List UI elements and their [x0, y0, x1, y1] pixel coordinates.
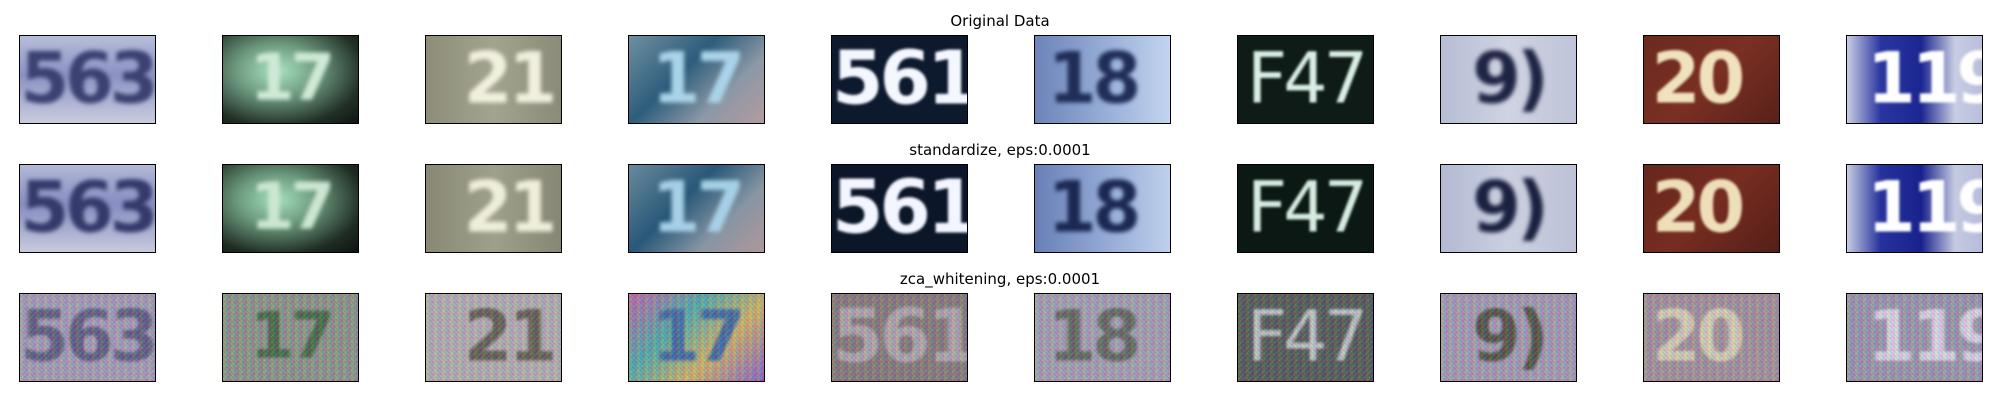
digit-glyph: 563: [20, 165, 155, 248]
digit-glyph: 17: [249, 41, 335, 116]
image-tile: F47: [1237, 293, 1374, 382]
digit-glyph: 9): [1472, 294, 1549, 377]
image-tile: 17: [628, 35, 765, 124]
digit-glyph: F47: [1246, 165, 1368, 248]
image-tile: 18: [1034, 164, 1171, 253]
digit-glyph: F47: [1246, 36, 1368, 119]
image-tile: 561: [831, 35, 968, 124]
digit-glyph: 119: [1867, 294, 1982, 377]
digit-glyph: 561: [832, 164, 968, 250]
digit-glyph: 563: [20, 294, 155, 377]
digit-glyph: 119: [1867, 36, 1982, 119]
image-tile: 9): [1440, 164, 1577, 253]
image-tile: 563: [19, 35, 156, 124]
image-tile: 18: [1034, 293, 1171, 382]
digit-glyph: 17: [651, 165, 745, 248]
image-tile: 17: [222, 35, 359, 124]
image-tile: 17: [628, 164, 765, 253]
digit-glyph: 21: [463, 165, 557, 248]
digit-glyph: 561: [832, 293, 968, 379]
digit-glyph: 18: [1047, 36, 1141, 119]
image-tile: 119: [1846, 164, 1983, 253]
row-title-original: Original Data: [950, 12, 1050, 30]
image-tile: 9): [1440, 35, 1577, 124]
digit-glyph: 17: [651, 36, 745, 119]
digit-glyph: 9): [1472, 165, 1549, 248]
image-tile: 563: [19, 164, 156, 253]
image-tile: 20: [1643, 164, 1780, 253]
image-tile: F47: [1237, 35, 1374, 124]
digit-glyph: F47: [1246, 294, 1368, 377]
image-tile: F47: [1237, 164, 1374, 253]
image-tile: 563: [19, 293, 156, 382]
row-title-zca: zca_whitening, eps:0.0001: [899, 270, 1101, 288]
image-tile: 20: [1643, 35, 1780, 124]
image-tile: 21: [425, 293, 562, 382]
image-tile: 119: [1846, 293, 1983, 382]
image-tile: 18: [1034, 35, 1171, 124]
digit-glyph: 561: [832, 35, 968, 121]
image-tile: 17: [222, 293, 359, 382]
image-tile: 9): [1440, 293, 1577, 382]
digit-glyph: 563: [20, 36, 155, 119]
row-title-standardize: standardize, eps:0.0001: [909, 141, 1091, 159]
digit-glyph: 20: [1651, 165, 1745, 248]
image-tile: 21: [425, 35, 562, 124]
digit-glyph: 17: [249, 299, 335, 374]
digit-glyph: 17: [249, 170, 335, 245]
digit-glyph: 20: [1651, 36, 1745, 119]
digit-glyph: 18: [1047, 294, 1141, 377]
digit-glyph: 119: [1867, 165, 1982, 248]
image-tile: 561: [831, 293, 968, 382]
image-tile: 20: [1643, 293, 1780, 382]
image-tile: 17: [222, 164, 359, 253]
digit-glyph: 21: [463, 36, 557, 119]
image-tile: 119: [1846, 35, 1983, 124]
image-tile: 17: [628, 293, 765, 382]
image-tile: 561: [831, 164, 968, 253]
digit-glyph: 18: [1047, 165, 1141, 248]
digit-glyph: 21: [463, 294, 557, 377]
digit-glyph: 20: [1651, 294, 1745, 377]
image-tile: 21: [425, 164, 562, 253]
digit-glyph: 9): [1472, 36, 1549, 119]
digit-glyph: 17: [651, 294, 745, 377]
